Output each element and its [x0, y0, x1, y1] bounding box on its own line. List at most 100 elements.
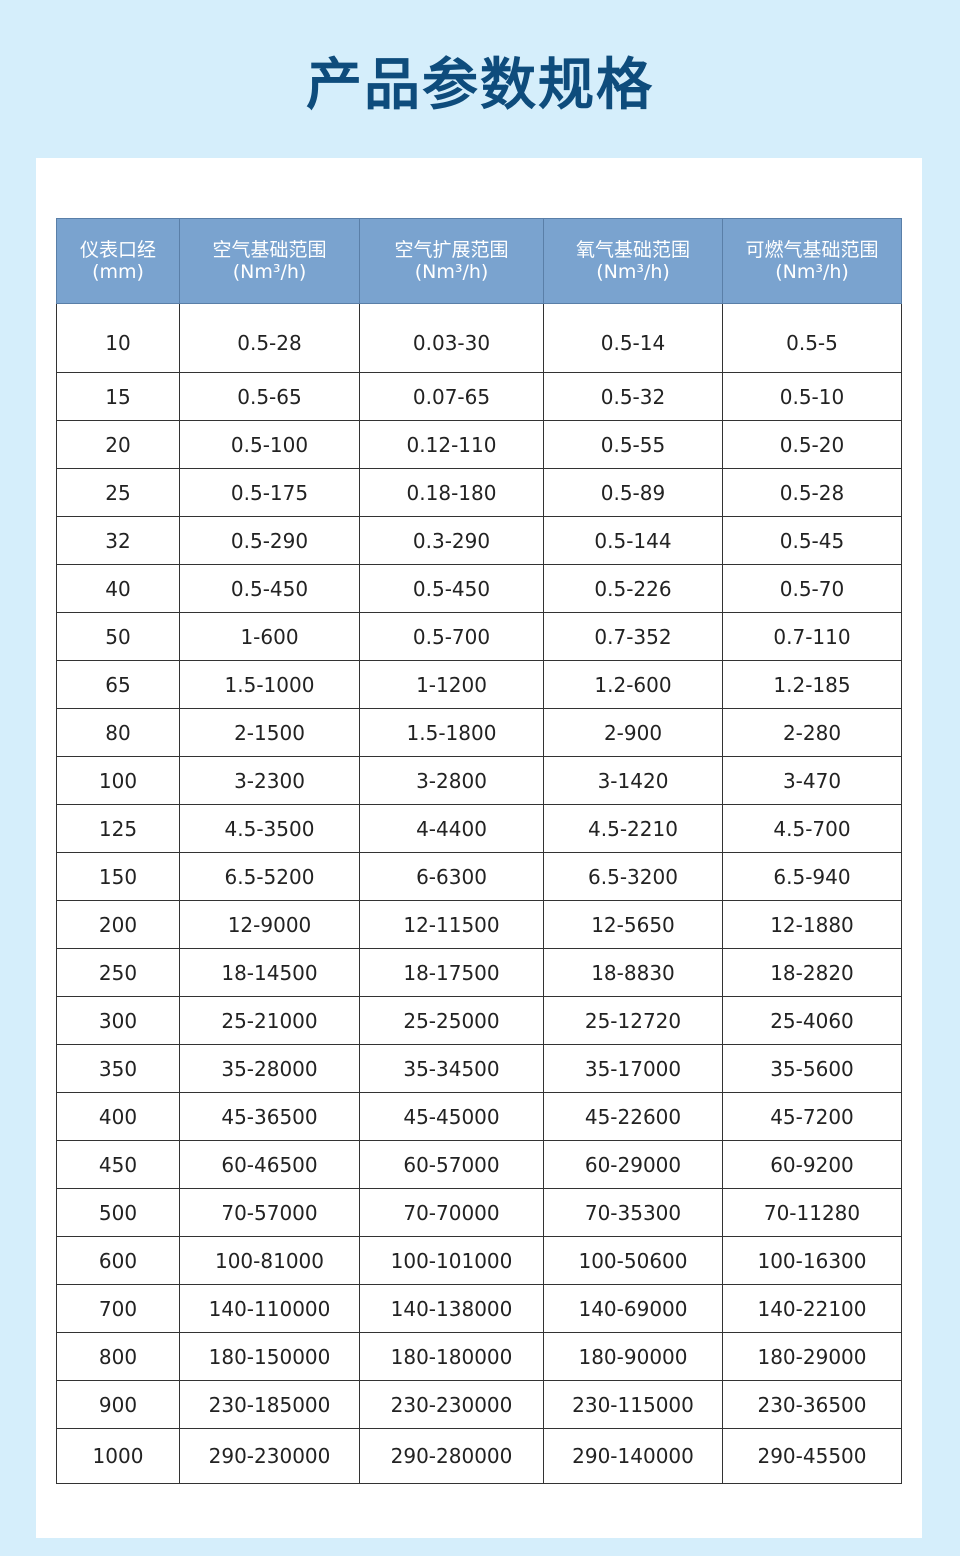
table-row: 100 3-2300 3-2800 3-1420 3-470 [56, 756, 902, 805]
table-row: 450 60-46500 60-57000 60-29000 60-9200 [56, 1140, 902, 1189]
table-cell: 0.5-28 [179, 303, 360, 373]
table-cell: 230-185000 [179, 1380, 360, 1429]
table-cell: 65 [56, 660, 180, 709]
table-cell: 180-150000 [179, 1332, 360, 1381]
table-cell: 0.7-352 [543, 612, 723, 661]
table-cell: 18-17500 [359, 948, 544, 997]
table-cell: 35-5600 [722, 1044, 902, 1093]
table-cell: 700 [56, 1284, 180, 1333]
table-row: 250 18-14500 18-17500 18-8830 18-2820 [56, 948, 902, 997]
table-row: 1000 290-230000 290-280000 290-140000 290-45… [56, 1428, 902, 1484]
table-cell: 140-22100 [722, 1284, 902, 1333]
table-cell: 290-230000 [179, 1428, 360, 1484]
table-cell: 500 [56, 1188, 180, 1237]
table-cell: 0.5-450 [359, 564, 544, 613]
table-row: 80 2-1500 1.5-1800 2-900 2-280 [56, 708, 902, 757]
table-cell: 40 [56, 564, 180, 613]
table-cell: 70-11280 [722, 1188, 902, 1237]
table-cell: 0.5-32 [543, 372, 723, 421]
table-row: 25 0.5-175 0.18-180 0.5-89 0.5-28 [56, 468, 902, 517]
table-cell: 180-90000 [543, 1332, 723, 1381]
table-cell: 4.5-2210 [543, 804, 723, 853]
table-cell: 0.5-700 [359, 612, 544, 661]
table-cell: 0.7-110 [722, 612, 902, 661]
table-cell: 18-14500 [179, 948, 360, 997]
table-cell: 18-2820 [722, 948, 902, 997]
table-cell: 4-4400 [359, 804, 544, 853]
table-cell: 100-16300 [722, 1236, 902, 1285]
table-cell: 140-110000 [179, 1284, 360, 1333]
table-cell: 200 [56, 900, 180, 949]
table-cell: 0.5-5 [722, 303, 902, 373]
table-cell: 800 [56, 1332, 180, 1381]
column-header-label: 可燃气基础范围 [745, 239, 879, 261]
table-cell: 0.5-10 [722, 372, 902, 421]
table-cell: 60-9200 [722, 1140, 902, 1189]
table-cell: 60-29000 [543, 1140, 723, 1189]
table-cell: 6.5-3200 [543, 852, 723, 901]
page-title: 产品参数规格 [306, 53, 654, 118]
table-row: 300 25-21000 25-25000 25-12720 25-4060 [56, 996, 902, 1045]
column-header-label: 空气基础范围 [212, 239, 327, 261]
column-header: 空气扩展范围 (Nm³/h) [359, 218, 544, 304]
table-row: 125 4.5-3500 4-4400 4.5-2210 4.5-700 [56, 804, 902, 853]
table-cell: 290-45500 [722, 1428, 902, 1484]
table-cell: 3-2800 [359, 756, 544, 805]
table-cell: 3-2300 [179, 756, 360, 805]
table-cell: 0.5-65 [179, 372, 360, 421]
table-cell: 0.5-89 [543, 468, 723, 517]
table-row: 15 0.5-65 0.07-65 0.5-32 0.5-10 [56, 372, 902, 421]
table-cell: 0.12-110 [359, 420, 544, 469]
table-cell: 25-21000 [179, 996, 360, 1045]
table-row: 150 6.5-5200 6-6300 6.5-3200 6.5-940 [56, 852, 902, 901]
table-cell: 100-101000 [359, 1236, 544, 1285]
table-cell: 25-12720 [543, 996, 723, 1045]
table-cell: 125 [56, 804, 180, 853]
table-cell: 70-70000 [359, 1188, 544, 1237]
table-cell: 2-1500 [179, 708, 360, 757]
table-cell: 12-9000 [179, 900, 360, 949]
table-cell: 250 [56, 948, 180, 997]
table-cell: 350 [56, 1044, 180, 1093]
table-cell: 300 [56, 996, 180, 1045]
table-cell: 60-46500 [179, 1140, 360, 1189]
table-cell: 600 [56, 1236, 180, 1285]
table-cell: 450 [56, 1140, 180, 1189]
table-cell: 2-900 [543, 708, 723, 757]
table-cell: 290-280000 [359, 1428, 544, 1484]
table-cell: 4.5-700 [722, 804, 902, 853]
table-cell: 60-57000 [359, 1140, 544, 1189]
table-cell: 0.3-290 [359, 516, 544, 565]
table-cell: 230-230000 [359, 1380, 544, 1429]
table-cell: 0.07-65 [359, 372, 544, 421]
table-cell: 0.18-180 [359, 468, 544, 517]
table-cell: 70-35300 [543, 1188, 723, 1237]
table-cell: 1.5-1800 [359, 708, 544, 757]
table-cell: 100-50600 [543, 1236, 723, 1285]
column-header-unit: (mm) [92, 261, 144, 283]
column-header-unit: (Nm³/h) [775, 261, 849, 283]
table-cell: 100 [56, 756, 180, 805]
table-cell: 0.5-45 [722, 516, 902, 565]
table-cell: 12-5650 [543, 900, 723, 949]
spec-table: 仪表口经 (mm) 空气基础范围 (Nm³/h) 空气扩展范围 (Nm³/h) 氧气基础范围… [56, 218, 902, 1484]
table-cell: 0.5-70 [722, 564, 902, 613]
table-cell: 0.5-14 [543, 303, 723, 373]
table-cell: 0.5-55 [543, 420, 723, 469]
table-row: 40 0.5-450 0.5-450 0.5-226 0.5-70 [56, 564, 902, 613]
table-cell: 0.5-175 [179, 468, 360, 517]
table-cell: 18-8830 [543, 948, 723, 997]
table-cell: 0.5-28 [722, 468, 902, 517]
table-cell: 25-4060 [722, 996, 902, 1045]
table-row: 700 140-110000 140-138000 140-69000 140-2210… [56, 1284, 902, 1333]
table-cell: 1.2-185 [722, 660, 902, 709]
table-cell: 35-17000 [543, 1044, 723, 1093]
table-cell: 45-45000 [359, 1092, 544, 1141]
table-row: 600 100-81000 100-101000 100-50600 100-16300 [56, 1236, 902, 1285]
table-cell: 25-25000 [359, 996, 544, 1045]
column-header: 可燃气基础范围 (Nm³/h) [722, 218, 902, 304]
table-cell: 6.5-940 [722, 852, 902, 901]
table-cell: 180-180000 [359, 1332, 544, 1381]
table-cell: 12-11500 [359, 900, 544, 949]
table-cell: 100-81000 [179, 1236, 360, 1285]
